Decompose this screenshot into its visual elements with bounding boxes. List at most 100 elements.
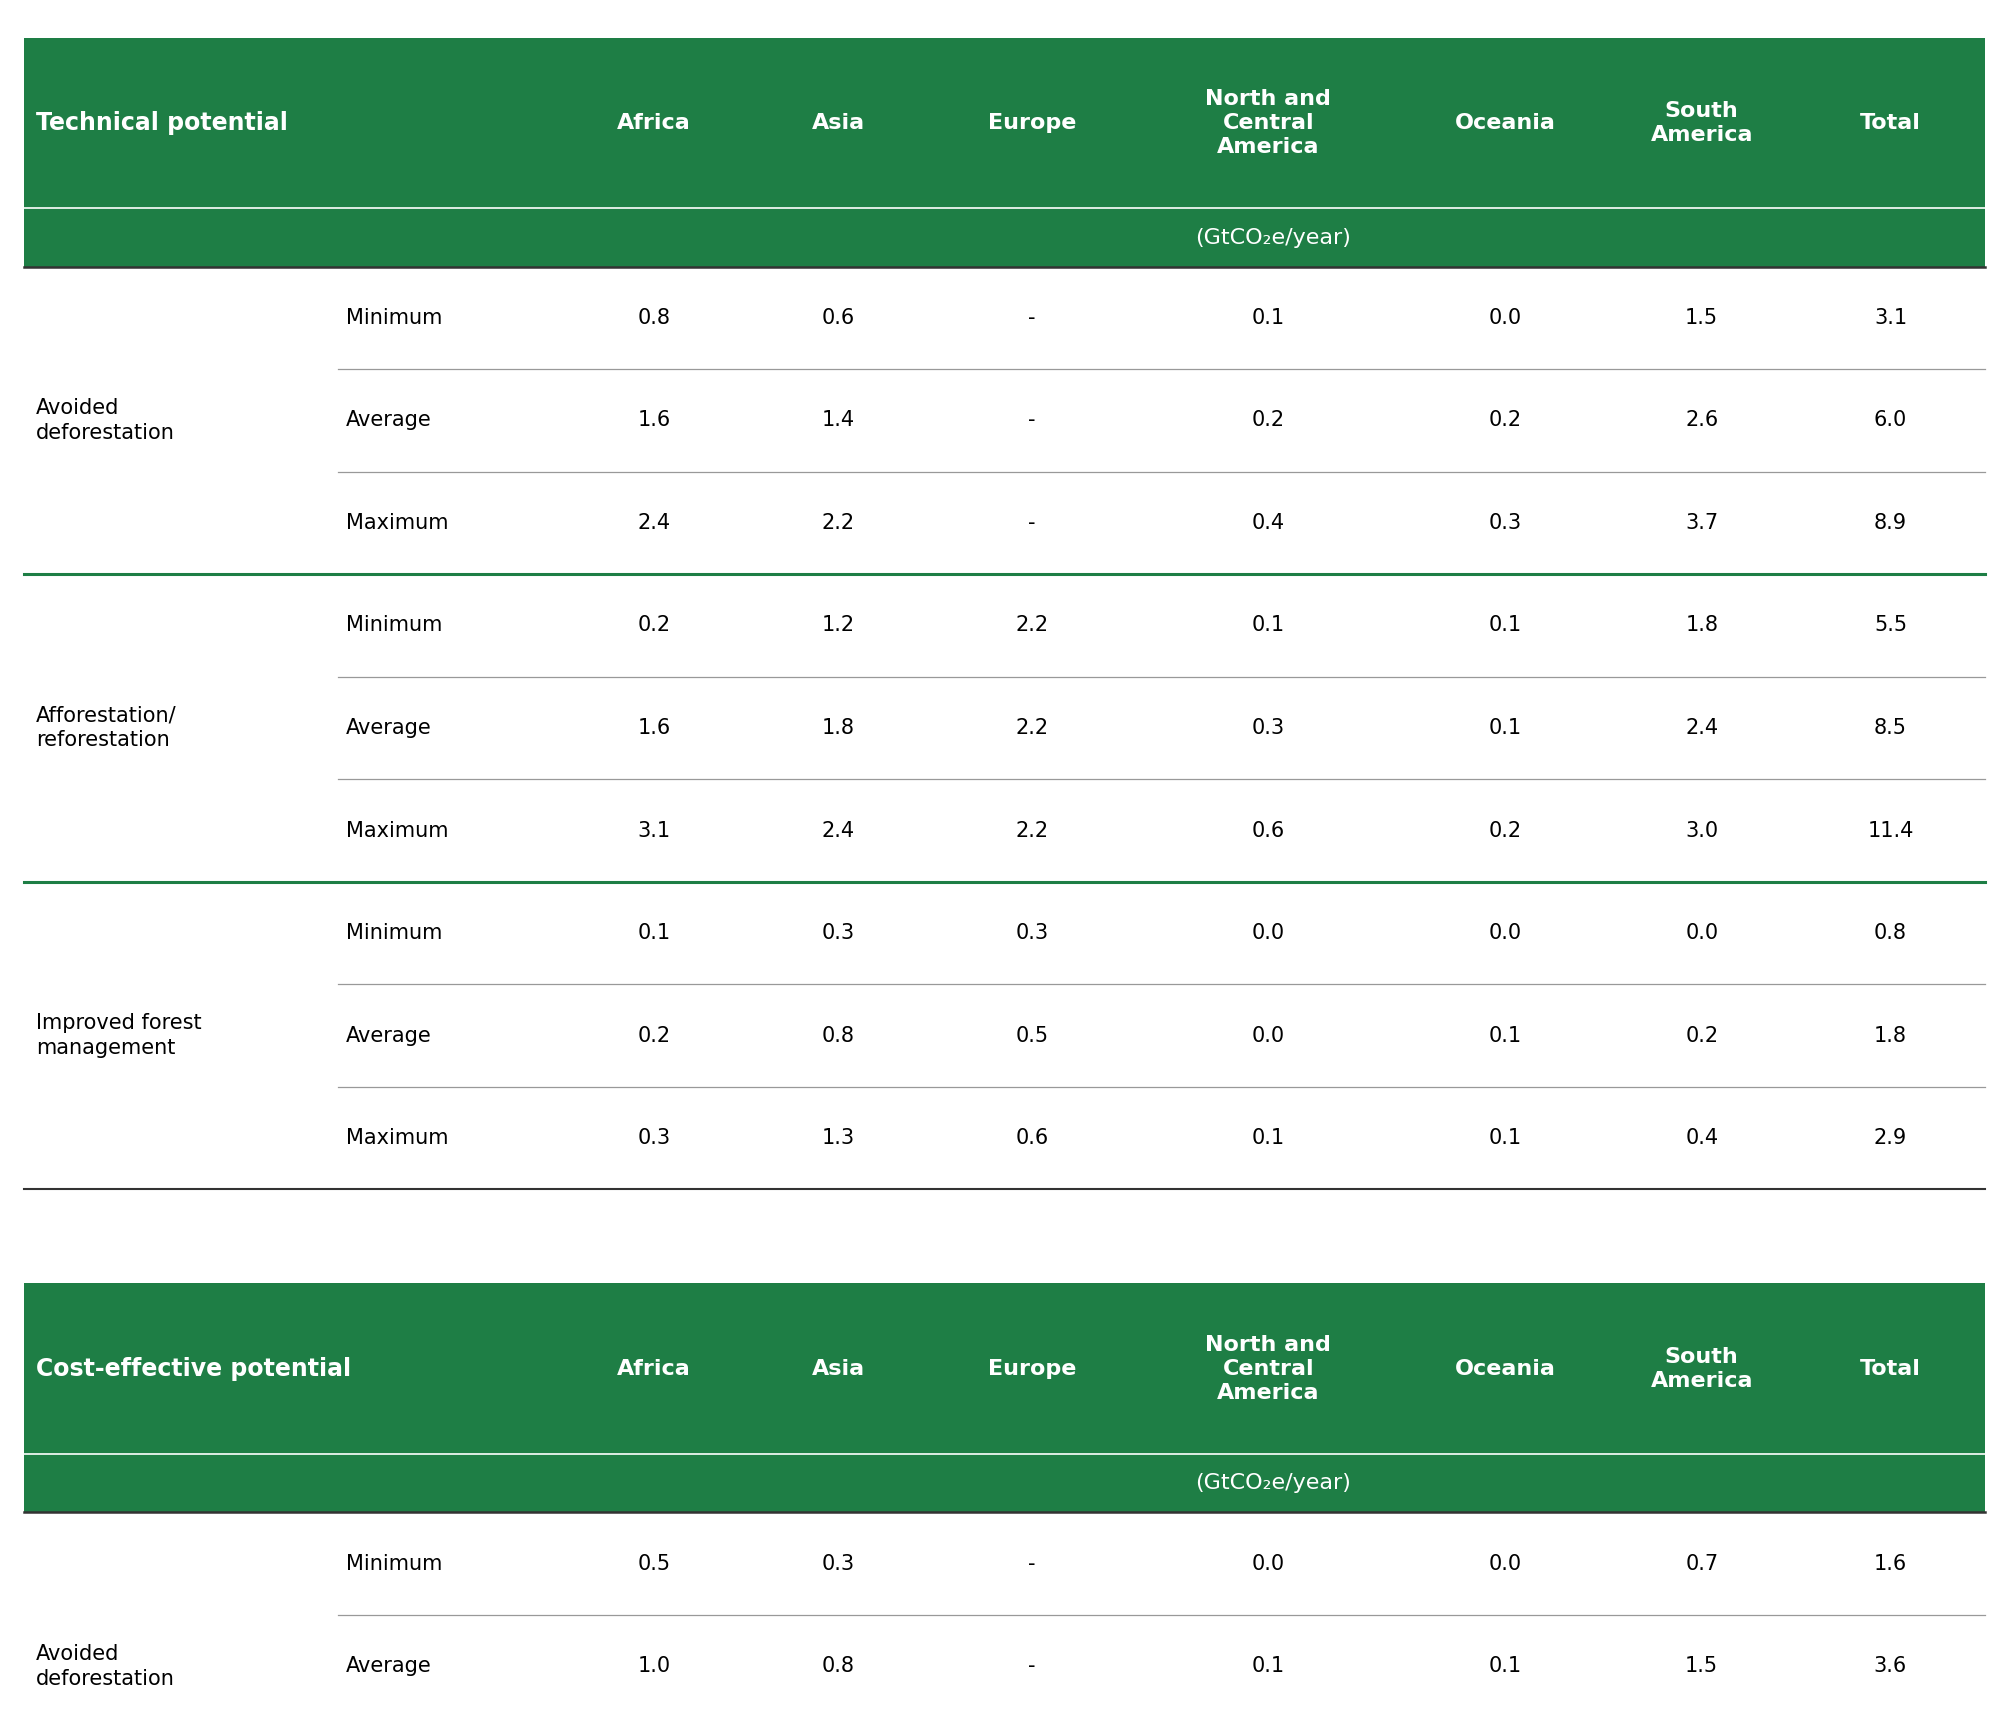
Text: 0.8: 0.8	[637, 308, 671, 328]
Text: South
America: South America	[1651, 1347, 1754, 1391]
Text: (GtCO₂e/year): (GtCO₂e/year)	[1195, 1473, 1350, 1494]
Text: 0.3: 0.3	[822, 923, 856, 943]
Text: 0.2: 0.2	[1489, 820, 1521, 841]
Text: Average: Average	[346, 718, 432, 738]
Text: 0.0: 0.0	[1252, 1553, 1286, 1574]
Text: Minimum: Minimum	[346, 615, 442, 636]
Text: 2.4: 2.4	[1686, 718, 1718, 738]
Text: 1.4: 1.4	[822, 410, 856, 431]
Text: 1.8: 1.8	[1686, 615, 1718, 636]
Text: Minimum: Minimum	[346, 308, 442, 328]
Text: 1.3: 1.3	[822, 1128, 856, 1148]
Text: 0.4: 0.4	[1252, 513, 1286, 533]
Bar	[24, 369, 1985, 472]
Text: Improved forest
management: Improved forest management	[36, 1013, 201, 1058]
Text: 1.8: 1.8	[1874, 1025, 1907, 1046]
Text: 0.8: 0.8	[822, 1025, 856, 1046]
Bar	[24, 984, 1985, 1087]
Text: 0.6: 0.6	[1252, 820, 1286, 841]
Text: Total: Total	[1860, 113, 1921, 133]
Bar	[24, 38, 1985, 208]
Text: 0.2: 0.2	[637, 615, 671, 636]
Text: Europe: Europe	[988, 1359, 1077, 1379]
Text: Total: Total	[1860, 1359, 1921, 1379]
Bar	[24, 1283, 1985, 1454]
Text: 2.9: 2.9	[1874, 1128, 1907, 1148]
Text: 0.2: 0.2	[1686, 1025, 1718, 1046]
Text: 0.3: 0.3	[1252, 718, 1286, 738]
Text: Average: Average	[346, 410, 432, 431]
Text: 0.2: 0.2	[1252, 410, 1286, 431]
Text: 0.3: 0.3	[1015, 923, 1049, 943]
Text: Africa: Africa	[617, 113, 691, 133]
Text: Europe: Europe	[988, 113, 1077, 133]
Text: Technical potential: Technical potential	[36, 111, 287, 135]
Bar	[24, 208, 1985, 267]
Bar	[24, 1615, 1985, 1709]
Bar	[24, 1087, 1985, 1189]
Text: 3.1: 3.1	[1874, 308, 1907, 328]
Text: -: -	[1029, 1656, 1035, 1677]
Text: 3.7: 3.7	[1686, 513, 1718, 533]
Text: 1.6: 1.6	[1874, 1553, 1907, 1574]
Bar	[24, 574, 1985, 677]
Text: 0.1: 0.1	[1489, 1656, 1521, 1677]
Text: 2.2: 2.2	[1015, 718, 1049, 738]
Text: 2.4: 2.4	[822, 820, 856, 841]
Text: 3.1: 3.1	[637, 820, 671, 841]
Text: 0.3: 0.3	[822, 1553, 856, 1574]
Text: 1.0: 1.0	[637, 1656, 671, 1677]
Text: 0.1: 0.1	[1489, 615, 1521, 636]
Text: (GtCO₂e/year): (GtCO₂e/year)	[1195, 227, 1350, 248]
Text: 0.1: 0.1	[1252, 1656, 1286, 1677]
Bar	[24, 882, 1985, 984]
Text: Average: Average	[346, 1656, 432, 1677]
Text: 0.0: 0.0	[1686, 923, 1718, 943]
Text: South
America: South America	[1651, 101, 1754, 145]
Text: Minimum: Minimum	[346, 1553, 442, 1574]
Text: 0.1: 0.1	[1252, 308, 1286, 328]
Text: 0.4: 0.4	[1686, 1128, 1718, 1148]
Text: Asia: Asia	[812, 1359, 866, 1379]
Bar	[24, 677, 1985, 779]
Text: 1.2: 1.2	[822, 615, 856, 636]
Text: 8.9: 8.9	[1874, 513, 1907, 533]
Text: 0.1: 0.1	[1252, 615, 1286, 636]
Text: North and
Central
America: North and Central America	[1205, 1335, 1332, 1403]
Text: North and
Central
America: North and Central America	[1205, 89, 1332, 157]
Text: Maximum: Maximum	[346, 820, 448, 841]
Text: 6.0: 6.0	[1874, 410, 1907, 431]
Text: 11.4: 11.4	[1866, 820, 1915, 841]
Text: -: -	[1029, 1553, 1035, 1574]
Text: 0.0: 0.0	[1252, 923, 1286, 943]
Bar	[24, 267, 1985, 369]
Text: 3.6: 3.6	[1874, 1656, 1907, 1677]
Bar	[24, 1454, 1985, 1512]
Text: -: -	[1029, 513, 1035, 533]
Text: 5.5: 5.5	[1874, 615, 1907, 636]
Text: 0.0: 0.0	[1252, 1025, 1286, 1046]
Text: 2.6: 2.6	[1686, 410, 1718, 431]
Text: 0.5: 0.5	[1015, 1025, 1049, 1046]
Text: 8.5: 8.5	[1874, 718, 1907, 738]
Text: 0.1: 0.1	[1489, 1128, 1521, 1148]
Text: 0.0: 0.0	[1489, 308, 1521, 328]
Text: 0.3: 0.3	[637, 1128, 671, 1148]
Text: Avoided
deforestation: Avoided deforestation	[36, 398, 175, 443]
Text: 0.1: 0.1	[637, 923, 671, 943]
Text: Avoided
deforestation: Avoided deforestation	[36, 1644, 175, 1688]
Text: 0.7: 0.7	[1686, 1553, 1718, 1574]
Text: 0.0: 0.0	[1489, 923, 1521, 943]
Text: 2.2: 2.2	[1015, 615, 1049, 636]
Text: 0.3: 0.3	[1489, 513, 1521, 533]
Text: 1.6: 1.6	[637, 718, 671, 738]
Text: 0.8: 0.8	[1874, 923, 1907, 943]
Text: 0.5: 0.5	[637, 1553, 671, 1574]
Text: 2.2: 2.2	[1015, 820, 1049, 841]
Text: Asia: Asia	[812, 113, 866, 133]
Text: 1.6: 1.6	[637, 410, 671, 431]
Text: Africa: Africa	[617, 1359, 691, 1379]
Text: Cost-effective potential: Cost-effective potential	[36, 1357, 352, 1381]
Text: 0.2: 0.2	[1489, 410, 1521, 431]
Text: 0.6: 0.6	[1015, 1128, 1049, 1148]
